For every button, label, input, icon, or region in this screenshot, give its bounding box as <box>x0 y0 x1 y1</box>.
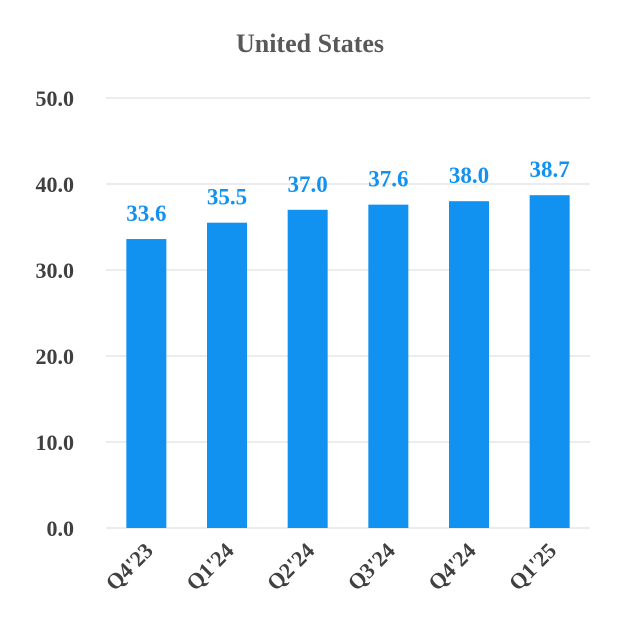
bars <box>126 195 570 529</box>
y-tick-label: 30.0 <box>36 258 75 283</box>
x-tick-label: Q4'23 <box>100 538 157 595</box>
data-labels: 33.6 35.5 37.0 37.6 38.0 38.7 <box>126 157 570 226</box>
x-tick-label: Q1'24 <box>181 538 238 595</box>
data-label: 38.7 <box>530 157 570 182</box>
y-tick-label: 10.0 <box>36 430 75 455</box>
gridlines <box>106 97 590 529</box>
x-tick-label: Q4'24 <box>423 538 480 595</box>
data-label: 37.6 <box>368 167 408 192</box>
data-label: 38.0 <box>449 163 489 188</box>
data-label: 37.0 <box>288 172 328 197</box>
data-label: 35.5 <box>207 185 247 210</box>
y-tick-label: 50.0 <box>36 86 75 111</box>
bar <box>529 195 570 528</box>
x-tick-label: Q2'24 <box>262 538 319 595</box>
x-tick-label: Q1'25 <box>504 538 561 595</box>
bar <box>207 222 247 528</box>
data-label: 33.6 <box>126 201 166 226</box>
y-tick-label: 40.0 <box>36 172 75 197</box>
bar <box>126 239 167 529</box>
chart-title: United States <box>236 29 384 58</box>
bar <box>449 201 489 528</box>
y-tick-label: 0.0 <box>47 516 75 541</box>
y-axis-ticks: 0.0 10.0 20.0 30.0 40.0 50.0 <box>36 86 75 541</box>
y-tick-label: 20.0 <box>36 344 75 369</box>
x-axis-ticks: Q4'23 Q1'24 Q2'24 Q3'24 Q4'24 Q1'25 <box>100 538 561 595</box>
bar <box>287 209 328 529</box>
x-tick-label: Q3'24 <box>342 538 399 595</box>
bar <box>368 204 409 528</box>
